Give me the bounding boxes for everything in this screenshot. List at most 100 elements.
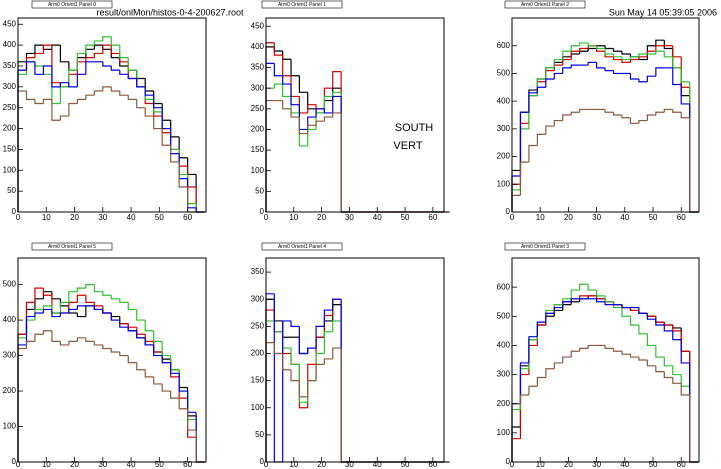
y-tick-label: 0 (12, 207, 17, 216)
histogram-bin (85, 337, 95, 342)
y-tick-label: 350 (251, 267, 265, 276)
histogram-bin (629, 316, 639, 326)
histogram-bin (51, 330, 61, 342)
x-tick-label: 50 (155, 213, 164, 222)
histogram-bin (34, 99, 44, 105)
histogram-bin (536, 321, 546, 337)
histogram-bin (672, 365, 682, 376)
histogram-bin (553, 58, 563, 68)
histogram-bin (663, 325, 673, 332)
histogram-bin (85, 295, 95, 303)
frame (265, 17, 445, 213)
histogram-bin (85, 57, 95, 62)
x-tick-label: 40 (127, 460, 136, 469)
histogram-bin (76, 294, 86, 303)
histogram-bin (587, 284, 597, 291)
histogram-bin (579, 108, 589, 113)
histogram-bin (604, 67, 614, 72)
annotation: SOUTH (395, 122, 434, 134)
histogram-bin (85, 284, 95, 289)
histogram-bin (34, 287, 44, 303)
histogram-bin (93, 52, 103, 58)
histogram-bin (42, 308, 52, 313)
histogram-bin (332, 112, 342, 118)
histogram-bin (68, 102, 78, 117)
x-tick-label: 40 (127, 213, 136, 222)
histogram-bin (68, 340, 78, 345)
histogram-bin (59, 45, 69, 63)
histogram-bin (519, 394, 529, 404)
histogram-bin (536, 376, 546, 387)
histogram-bin (298, 75, 308, 93)
histogram-bin (332, 95, 342, 113)
histogram-bin (93, 40, 103, 46)
histogram-bin (579, 42, 589, 46)
histogram-bin (596, 62, 606, 69)
y-tick-label: 300 (3, 82, 17, 91)
histogram-bin (307, 104, 317, 113)
histogram-bin (562, 301, 572, 308)
histogram-bin (604, 295, 614, 303)
histogram-bin (638, 357, 648, 361)
x-tick-label: 30 (98, 460, 107, 469)
histogram-bin (110, 45, 120, 55)
histogram-bin (655, 319, 665, 326)
histogram-bin (59, 301, 69, 313)
histogram-bin (672, 377, 682, 384)
y-tick-label: 0 (506, 207, 511, 216)
histogram-bin (579, 295, 589, 299)
histogram-bin (680, 67, 690, 83)
histogram-bin (587, 61, 597, 66)
histogram-bin (638, 307, 648, 314)
x-tick-label: 10 (536, 213, 545, 222)
histogram-bin (629, 56, 639, 60)
y-tick-label: 50 (7, 186, 16, 195)
y-tick-label: 200 (497, 399, 511, 408)
histogram-bin (290, 108, 300, 118)
histogram-bin (672, 109, 682, 113)
histogram-bin (153, 116, 163, 130)
histogram-bin (621, 56, 631, 61)
histogram-bin (136, 362, 146, 371)
histogram-bin (663, 108, 673, 113)
x-tick-label: 10 (42, 460, 51, 469)
x-tick-label: 30 (592, 213, 601, 222)
histogram-bin (680, 339, 690, 364)
panel-title-box (261, 242, 343, 251)
histogram-bin (76, 287, 86, 292)
histogram-bin (587, 42, 597, 47)
x-tick-label: 0 (510, 213, 515, 222)
histogram-bin (298, 364, 308, 403)
y-tick-label: 300 (251, 294, 265, 303)
x-tick-label: 60 (428, 460, 437, 469)
histogram-bin (110, 312, 120, 321)
histogram-bin (110, 295, 120, 300)
histogram-bin (596, 45, 606, 50)
histogram-bin (68, 82, 78, 88)
x-tick-label: 10 (289, 213, 298, 222)
histogram-bin (161, 128, 171, 146)
histogram-bin (178, 373, 188, 392)
histogram-bin (136, 330, 146, 339)
histogram-bin (528, 92, 538, 113)
histogram-bin (655, 39, 665, 46)
histogram-bin (102, 86, 112, 92)
y-tick-label: 600 (497, 282, 511, 291)
y-tick-label: 200 (497, 152, 511, 161)
y-tick-label: 0 (260, 207, 265, 216)
frame (265, 257, 445, 463)
y-tick-label: 150 (251, 376, 265, 385)
y-tick-label: 200 (251, 125, 265, 134)
histogram-bin (161, 355, 171, 364)
x-tick-label: 20 (564, 460, 573, 469)
x-tick-label: 0 (264, 213, 269, 222)
histogram-bin (570, 289, 580, 299)
y-tick-label: 0 (506, 457, 511, 466)
histogram-bin (579, 283, 589, 291)
histogram-bin (323, 358, 333, 365)
y-tick-label: 200 (3, 386, 17, 395)
histogram-bin (307, 380, 317, 397)
histogram-bin (68, 291, 78, 303)
histogram-bin (282, 353, 292, 371)
